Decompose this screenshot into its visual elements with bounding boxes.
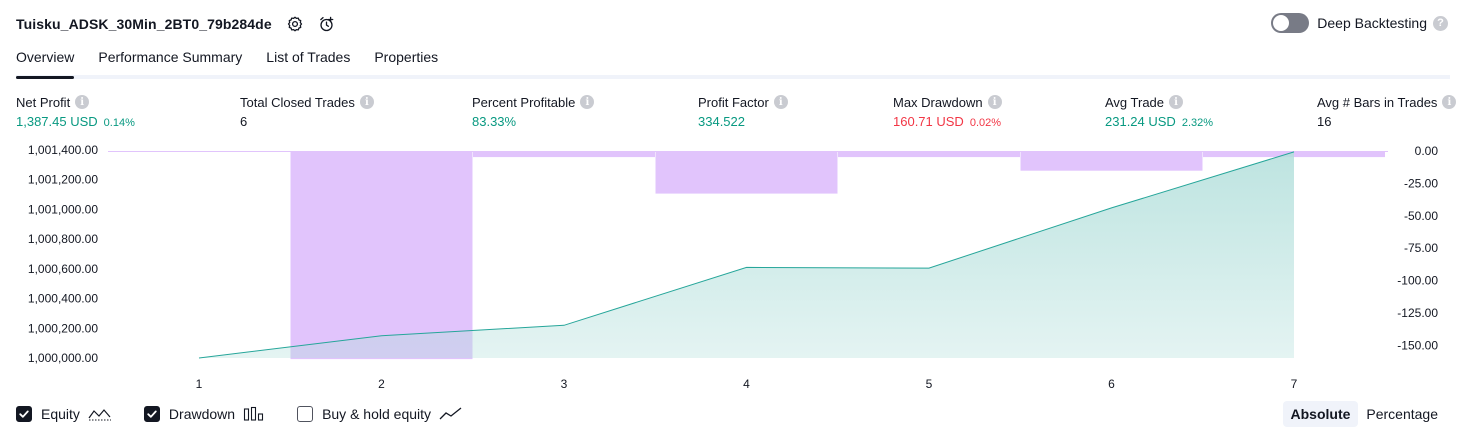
metric-avg-bars: Avg # Bars in Trades i 16 xyxy=(1317,94,1457,130)
y-axis-left-tick-label: 1,000,800.00 xyxy=(28,232,98,246)
equity-checkbox[interactable] xyxy=(16,406,32,422)
buy-hold-checkbox[interactable] xyxy=(297,406,314,422)
drawdown-checkbox[interactable] xyxy=(143,406,160,422)
checkmark-icon xyxy=(147,410,157,418)
settings-icon[interactable] xyxy=(286,15,304,33)
metric-profit-factor: Profit Factor i 334.522 xyxy=(698,94,788,130)
buy-hold-line-icon xyxy=(439,406,463,422)
y-axis-left-tick-label: 1,001,200.00 xyxy=(28,173,98,187)
metric-label: Avg Trade xyxy=(1105,94,1165,110)
metric-label: Profit Factor xyxy=(698,94,769,110)
drawdown-bar xyxy=(290,151,473,360)
x-axis-tick-label: 4 xyxy=(743,377,750,391)
metric-max-drawdown: Max Drawdown i 160.71 USD 0.02% xyxy=(893,94,1002,130)
info-icon[interactable]: i xyxy=(1442,95,1457,109)
metric-percent: 0.02% xyxy=(969,117,1002,129)
y-axis-right-tick-label: 0.00 xyxy=(1415,144,1439,158)
metric-label: Net Profit xyxy=(16,94,71,110)
help-icon[interactable]: ? xyxy=(1433,15,1448,31)
metric-percent: 0.14% xyxy=(103,117,135,129)
metric-value: 16 xyxy=(1317,114,1332,129)
y-axis-right-tick-label: -150.00 xyxy=(1397,338,1438,352)
y-axis-left-tick-label: 1,000,600.00 xyxy=(28,262,98,276)
metric-value: 231.24 USD xyxy=(1105,114,1176,129)
y-axis-right-tick-label: -125.00 xyxy=(1397,306,1438,320)
y-axis-right-tick-label: -50.00 xyxy=(1404,209,1438,223)
info-icon[interactable]: i xyxy=(75,95,90,109)
metric-value: 6 xyxy=(240,114,248,129)
deep-backtesting: Deep Backtesting ? xyxy=(1271,13,1448,33)
percentage-button[interactable]: Percentage xyxy=(1366,406,1438,422)
info-icon[interactable]: i xyxy=(359,95,374,109)
metric-net-profit: Net Profit i 1,387.45 USD 0.14% xyxy=(16,94,135,130)
strategy-title: Tuisku_ADSK_30Min_2BT0_79b284de xyxy=(16,16,272,32)
metric-value: 160.71 USD xyxy=(893,114,964,129)
metric-percent-profitable: Percent Profitable i 83.33% xyxy=(472,94,595,130)
drawdown-toggle[interactable]: Drawdown xyxy=(143,406,265,422)
y-axis-right-tick-label: -100.00 xyxy=(1397,274,1438,288)
metric-avg-trade: Avg Trade i 231.24 USD 2.32% xyxy=(1105,94,1213,130)
tab-overview[interactable]: Overview xyxy=(16,44,75,79)
info-icon[interactable]: i xyxy=(987,95,1002,109)
x-axis-tick-label: 6 xyxy=(1108,377,1115,391)
metric-label: Percent Profitable xyxy=(472,94,576,110)
info-icon[interactable]: i xyxy=(1169,95,1184,109)
equity-area xyxy=(199,151,1294,358)
y-axis-right-tick-label: -25.00 xyxy=(1404,176,1438,190)
x-axis-tick-label: 5 xyxy=(926,377,933,391)
x-axis-tick-label: 2 xyxy=(378,377,385,391)
tab-bar: Overview Performance Summary List of Tra… xyxy=(16,44,1450,79)
equity-line-icon xyxy=(88,406,112,422)
drawdown-bar xyxy=(838,151,1020,158)
metric-total-closed-trades: Total Closed Trades i 6 xyxy=(240,94,374,130)
equity-line xyxy=(198,151,1295,359)
chart-legend: Equity Drawdown Buy & hold equity xyxy=(16,402,495,426)
y-axis-left-tick-label: 1,001,000.00 xyxy=(28,202,98,216)
y-axis-left-tick-label: 1,000,000.00 xyxy=(28,351,98,365)
drawdown-bars-icon xyxy=(243,406,265,422)
y-axis-left-tick-label: 1,000,400.00 xyxy=(28,292,98,306)
equity-toggle[interactable]: Equity xyxy=(16,406,112,422)
deep-backtesting-toggle[interactable] xyxy=(1271,13,1310,33)
info-icon[interactable]: i xyxy=(773,95,788,109)
metric-value: 1,387.45 USD xyxy=(16,114,98,129)
display-mode-switch: Absolute Percentage xyxy=(1282,401,1447,427)
equity-drawdown-chart: 1,000,000.00 1,000,200.00 1,000,400.00 1,00… xyxy=(28,143,1439,391)
alarm-clock-add-icon[interactable] xyxy=(318,15,336,33)
drawdown-bar xyxy=(655,151,838,194)
y-axis-right-tick-label: -75.00 xyxy=(1404,241,1438,255)
x-axis-tick-label: 3 xyxy=(561,377,568,391)
x-axis-tick-label: 1 xyxy=(196,377,203,391)
info-icon[interactable]: i xyxy=(580,95,595,109)
tab-list-of-trades[interactable]: List of Trades xyxy=(266,49,351,65)
strategy-header: Tuisku_ADSK_30Min_2BT0_79b284de xyxy=(16,12,336,36)
tab-performance-summary[interactable]: Performance Summary xyxy=(98,49,243,65)
metric-value: 334.522 xyxy=(698,114,745,129)
buy-hold-toggle[interactable]: Buy & hold equity xyxy=(297,406,463,422)
y-axis-left-tick-label: 1,000,200.00 xyxy=(28,321,98,335)
y-axis-left-tick-label: 1,001,400.00 xyxy=(28,143,98,157)
metric-label: Avg # Bars in Trades xyxy=(1317,94,1438,110)
metric-value: 83.33% xyxy=(472,114,517,129)
equity-label: Equity xyxy=(41,406,80,422)
toggle-knob xyxy=(1273,15,1290,31)
absolute-button[interactable]: Absolute xyxy=(1282,401,1359,427)
checkmark-icon xyxy=(19,410,29,418)
metric-percent: 2.32% xyxy=(1181,117,1214,129)
x-axis-tick-label: 7 xyxy=(1291,377,1298,391)
metric-label: Total Closed Trades xyxy=(240,94,355,110)
metric-label: Max Drawdown xyxy=(893,94,983,110)
drawdown-bar xyxy=(473,151,655,158)
drawdown-bar xyxy=(1020,151,1203,171)
buy-hold-label: Buy & hold equity xyxy=(322,406,432,422)
deep-backtesting-label: Deep Backtesting xyxy=(1317,15,1427,31)
tab-properties[interactable]: Properties xyxy=(374,49,439,65)
drawdown-label: Drawdown xyxy=(168,406,236,422)
